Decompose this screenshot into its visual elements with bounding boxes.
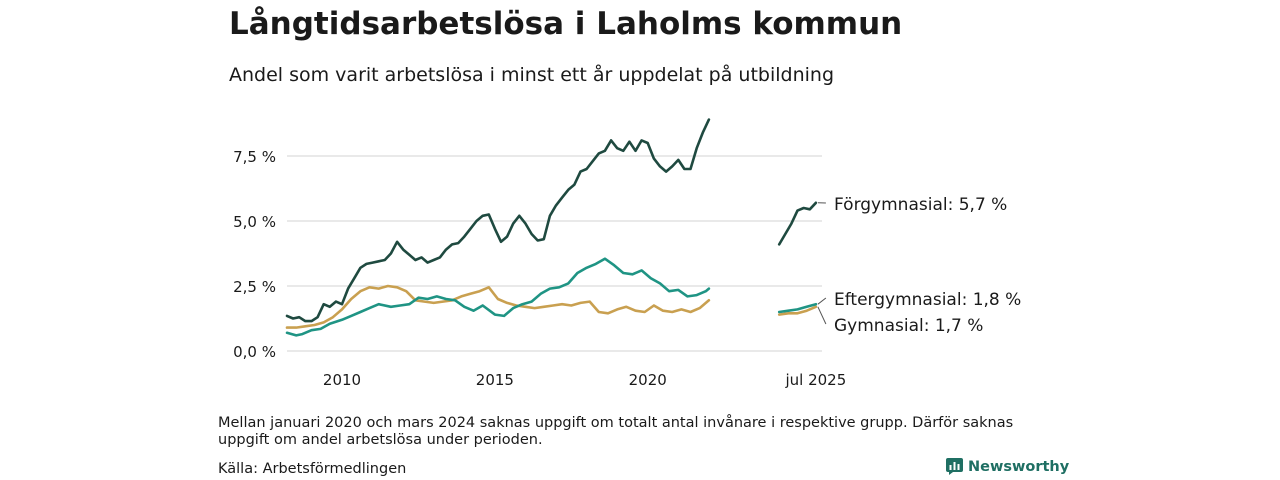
y-tick-label: 0,0 %	[233, 343, 276, 361]
series-line-recent-eftergymnasial	[777, 302, 818, 314]
y-tick-label: 2,5 %	[233, 278, 276, 296]
series-line-gymnasial	[285, 284, 711, 329]
y-tick-label: 5,0 %	[233, 213, 276, 231]
series-line-recent-gymnasial	[777, 305, 818, 316]
x-tick-label: 2015	[476, 371, 514, 389]
newsworthy-logo-icon	[946, 458, 963, 475]
x-tick-label: 2010	[323, 371, 361, 389]
line-chart: 0,0 % 2,5 % 5,0 % 7,5 % 2010 2015 2020 jul 2025…	[233, 118, 1021, 389]
y-tick-label: 7,5 %	[233, 148, 276, 166]
series-end-label: Gymnasial: 1,7 %	[834, 316, 983, 336]
brand-name: Newsworthy	[968, 458, 1070, 475]
series-line-eftergymnasial	[285, 257, 711, 337]
series-line-recent-förgymnasial	[777, 201, 818, 246]
label-leader-line	[817, 306, 827, 325]
footnote: Mellan januari 2020 och mars 2024 saknas…	[218, 415, 1014, 448]
x-tick-label: jul 2025	[784, 371, 846, 389]
brand-logo: Newsworthy	[946, 458, 1069, 475]
series-end-label: Eftergymnasial: 1,8 %	[834, 290, 1021, 310]
label-leader-line	[817, 297, 827, 305]
series-line-förgymnasial	[285, 118, 711, 323]
source-credit: Källa: Arbetsförmedlingen	[218, 461, 407, 477]
x-tick-label: 2020	[629, 371, 667, 389]
chart-title: Långtidsarbetslösa i Laholms kommun	[229, 6, 903, 42]
series-end-label: Förgymnasial: 5,7 %	[834, 195, 1007, 215]
chart-subtitle: Andel som varit arbetslösa i minst ett å…	[229, 64, 835, 86]
